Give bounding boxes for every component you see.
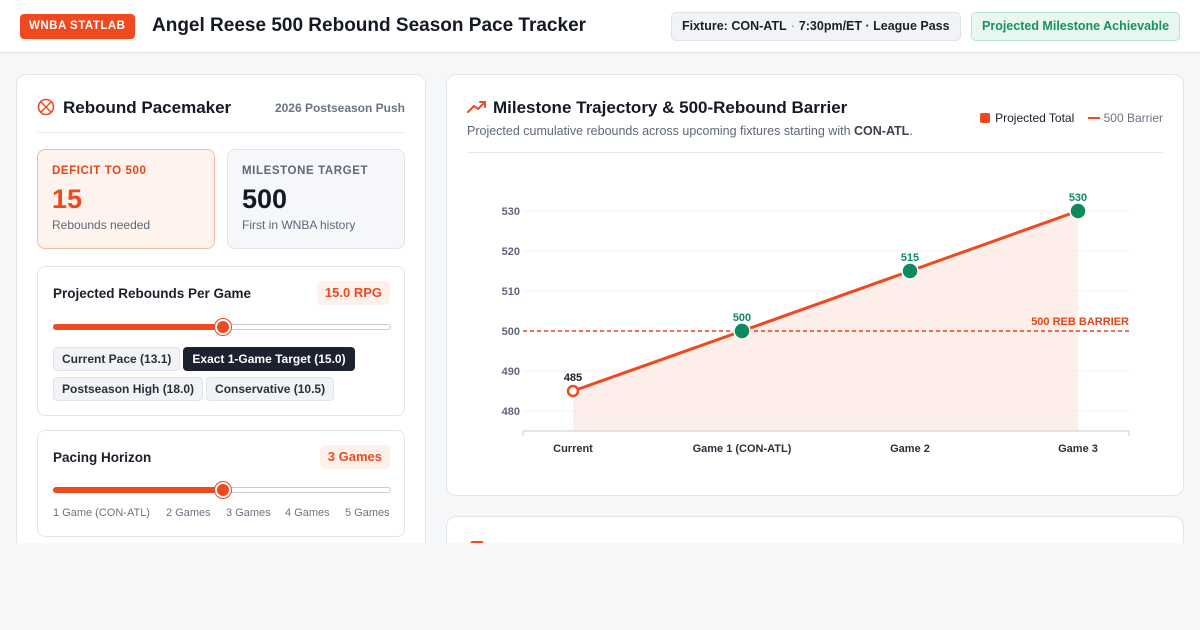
data-point	[901, 262, 919, 280]
horizon-tick[interactable]: 5 Games	[345, 507, 390, 519]
trajectory-header: Milestone Trajectory & 500-Rebound Barri…	[467, 97, 1163, 153]
status-badge: Projected Milestone Achievable	[971, 12, 1181, 41]
trending-up-icon	[467, 101, 486, 113]
top-bar: WNBA STATLAB Angel Reese 500 Rebound Sea…	[0, 0, 1200, 53]
rpg-value-badge: 15.0 RPG	[316, 281, 390, 305]
legend-barrier-label: 500 Barrier	[1103, 111, 1163, 125]
y-tick-label: 510	[502, 286, 520, 298]
rpg-preset-chip[interactable]: Postseason High (18.0)	[53, 377, 204, 401]
x-tick-label: Game 2	[890, 443, 930, 455]
horizon-value-badge: 3 Games	[319, 445, 390, 469]
trajectory-subtitle: Projected cumulative rebounds across upc…	[467, 123, 913, 139]
pacemaker-header: Rebound Pacemaker 2026 Postseason Push	[37, 97, 405, 133]
legend-barrier: 500 Barrier	[1087, 111, 1163, 125]
fixture-info: Fixture: CON-ATL · 7:30pm/ET · League Pass	[671, 12, 961, 41]
deficit-note: Rebounds needed	[52, 218, 151, 232]
rpg-preset-chip[interactable]: Exact 1-Game Target (15.0)	[183, 347, 355, 371]
pacemaker-title: Rebound Pacemaker	[63, 98, 232, 117]
subtitle-prefix: Projected cumulative rebounds across upc…	[467, 124, 854, 138]
projected-line	[572, 209, 1079, 393]
target-value: 500	[242, 184, 288, 214]
horizon-tick[interactable]: 2 Games	[166, 507, 211, 519]
rpg-title: Projected Rebounds Per Game	[53, 286, 252, 301]
barrier-label: 500 REB BARRIER	[1031, 316, 1129, 328]
milestone-target-stat: MILESTONE TARGET 500 First in WNBA histo…	[227, 149, 405, 249]
data-label: 530	[1069, 192, 1087, 204]
pacemaker-subtitle: 2026 Postseason Push	[274, 101, 405, 115]
rebound-pacemaker-card: Rebound Pacemaker 2026 Postseason Push D…	[16, 74, 426, 554]
horizon-tick[interactable]: 3 Games	[226, 507, 271, 519]
rpg-preset-chip[interactable]: Conservative (10.5)	[206, 377, 335, 401]
data-point-current	[566, 384, 580, 398]
fixture-label: Fixture:	[682, 19, 728, 33]
legend-projected: Projected Total	[980, 111, 1074, 125]
horizon-slider-fill	[53, 487, 224, 493]
legend-projected-label: Projected Total	[995, 111, 1075, 125]
subtitle-fixture: CON-ATL	[854, 124, 910, 138]
x-tick-label: Game 1 (CON-ATL)	[693, 443, 792, 455]
legend-line	[1087, 117, 1100, 119]
rpg-slider-thumb[interactable]	[215, 319, 231, 335]
viewport-fade	[0, 543, 1200, 630]
deficit-label: DEFICIT TO 500	[52, 165, 147, 177]
deficit-stat: DEFICIT TO 500 15 Rebounds needed	[37, 149, 215, 249]
x-tick-label: Current	[553, 443, 593, 455]
y-tick-label: 530	[502, 206, 520, 218]
data-label: 485	[564, 372, 582, 384]
rpg-presets: Current Pace (13.1) Exact 1-Game Target (…	[53, 347, 398, 407]
deficit-value: 15	[52, 184, 83, 214]
horizon-slider[interactable]	[53, 482, 391, 498]
y-tick-label: 520	[502, 246, 520, 258]
horizon-tick[interactable]: 4 Games	[285, 507, 330, 519]
brand-badge: WNBA STATLAB	[20, 14, 135, 39]
trajectory-chart: 480 490 500 510 520 530 500 REB BARRIER 485 500 5…	[502, 192, 1130, 455]
y-tick-label: 490	[502, 366, 520, 378]
horizon-tick[interactable]: 1 Game (CON-ATL)	[53, 507, 150, 519]
rpg-slider-fill	[53, 324, 224, 330]
chart-legend: Projected Total 500 Barrier	[970, 111, 1163, 125]
rpg-preset-chip[interactable]: Current Pace (13.1)	[53, 347, 181, 371]
horizon-ticks: 1 Game (CON-ATL) 2 Games 3 Games 4 Games 5 G…	[53, 506, 391, 520]
fixture-time: 7:30pm/ET · League Pass	[798, 19, 950, 33]
horizon-panel: Pacing Horizon 3 Games 1 Game (CON-ATL) 2…	[37, 430, 405, 537]
subtitle-suffix: .	[909, 124, 913, 138]
data-point	[733, 322, 751, 340]
data-label: 500	[733, 312, 751, 324]
data-label: 515	[901, 252, 919, 264]
y-tick-label: 500	[502, 326, 520, 338]
page-title: Angel Reese 500 Rebound Season Pace Trac…	[152, 15, 587, 36]
x-tick-label: Game 3	[1058, 443, 1098, 455]
legend-swatch	[980, 113, 991, 123]
fixture-value: CON-ATL	[731, 19, 787, 33]
data-point	[1069, 202, 1087, 220]
trajectory-title: Milestone Trajectory & 500-Rebound Barri…	[493, 98, 848, 117]
rpg-panel: Projected Rebounds Per Game 15.0 RPG Cur…	[37, 266, 405, 416]
projected-area	[573, 211, 1078, 431]
target-label: MILESTONE TARGET	[242, 165, 369, 177]
trajectory-card: Milestone Trajectory & 500-Rebound Barri…	[446, 74, 1184, 496]
fixture-separator: ·	[790, 19, 795, 33]
horizon-slider-thumb[interactable]	[215, 482, 231, 498]
rpg-slider[interactable]	[53, 319, 391, 335]
horizon-title: Pacing Horizon	[53, 450, 152, 465]
target-note: First in WNBA history	[242, 218, 356, 232]
basketball-icon	[37, 98, 55, 116]
y-tick-label: 480	[502, 406, 520, 418]
